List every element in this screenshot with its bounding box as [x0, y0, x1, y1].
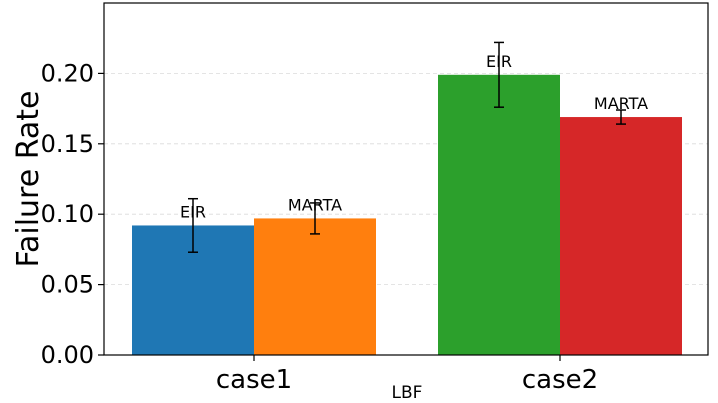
y-tick-label: 0.05 — [41, 271, 94, 299]
bar-labels: EIR MARTA EIR MARTA — [180, 52, 648, 222]
plot-frame — [103, 2, 709, 356]
error-bars — [188, 41, 626, 253]
y-axis-label: Failure Rate — [11, 90, 46, 267]
bars — [132, 74, 682, 356]
bar-label: EIR — [486, 52, 512, 71]
bar-marta-case1 — [254, 218, 376, 355]
y-tick-label: 0.15 — [41, 130, 94, 158]
bar-marta-case2 — [560, 117, 682, 355]
y-tick-label: 0.00 — [41, 341, 94, 369]
bar-label: MARTA — [288, 195, 342, 214]
bar-label: EIR — [180, 202, 206, 221]
bar-eir-case2 — [438, 74, 560, 356]
bar-label: MARTA — [594, 94, 648, 113]
x-axis-label: LBF — [392, 383, 423, 403]
y-tick-label: 0.10 — [41, 200, 94, 228]
y-tick-label: 0.20 — [41, 59, 94, 87]
y-axis-ticks: 0.00 0.05 0.10 0.15 0.20 — [41, 59, 104, 369]
x-tick-label: case1 — [216, 365, 292, 395]
x-tick-label: case2 — [522, 365, 598, 395]
x-axis-ticks: case1 case2 — [216, 355, 598, 395]
